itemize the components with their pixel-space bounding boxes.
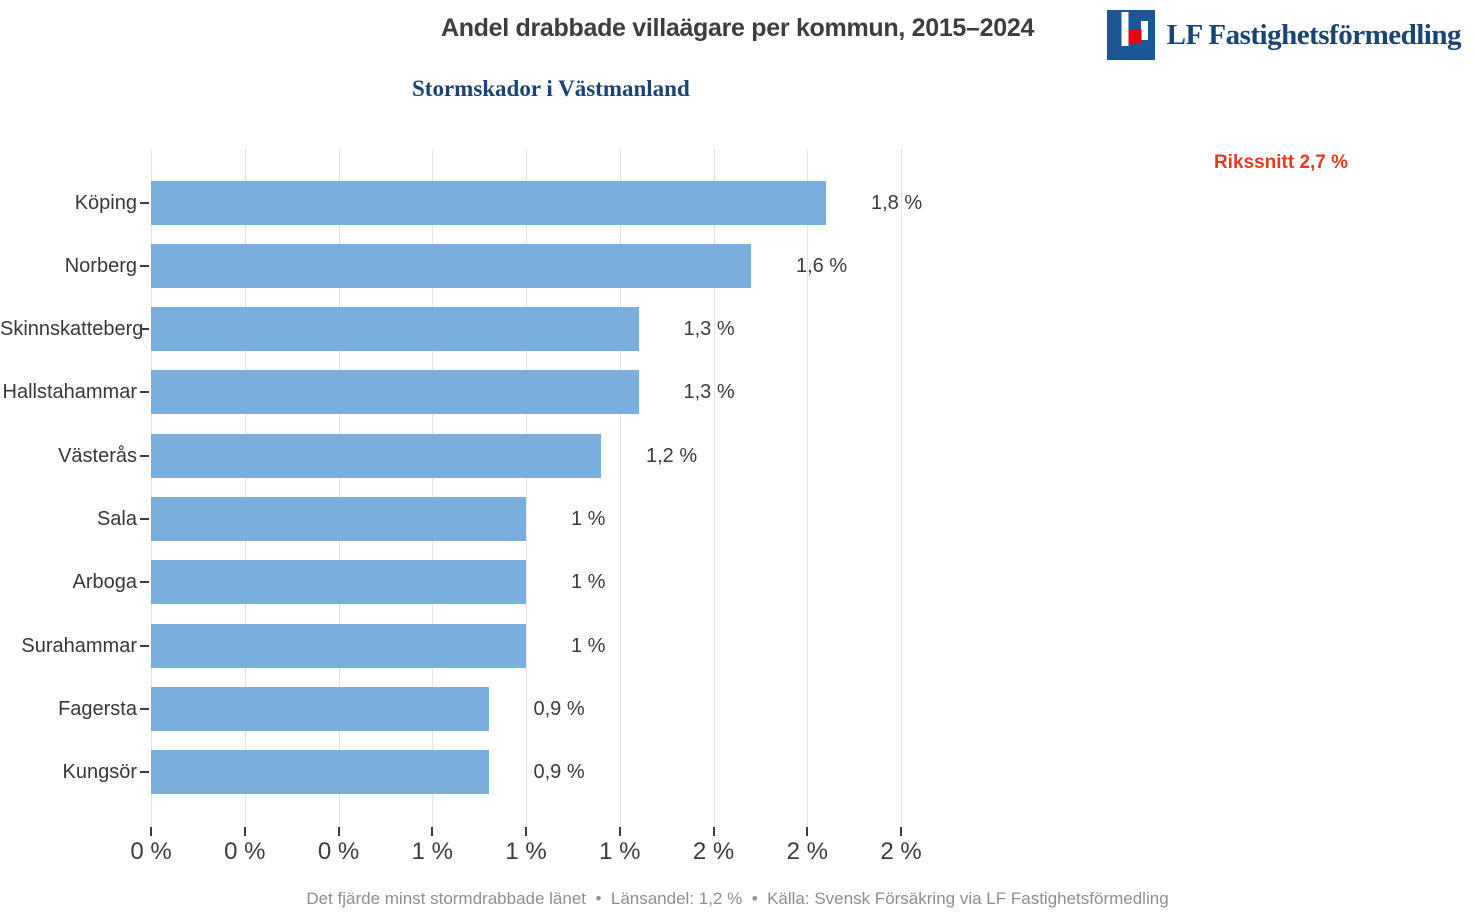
y-axis-label: Surahammar: [21, 634, 137, 657]
chart-subtitle: Stormskador i Västmanland: [412, 76, 690, 101]
y-axis-label: Arboga: [72, 571, 138, 594]
y-tick-mark: [140, 771, 149, 774]
y-tick-mark: [140, 264, 149, 267]
y-tick-mark: [140, 391, 149, 394]
bar-value-label: 1,2 %: [646, 444, 698, 467]
gridline: [151, 149, 152, 827]
y-axis-label: Skinnskatteberg: [0, 318, 144, 341]
gridline: [713, 149, 715, 827]
x-tick-label: 1 %: [505, 838, 547, 865]
x-tick-label: 2 %: [692, 838, 735, 865]
bar: [151, 623, 526, 668]
x-tick-label: 0 %: [130, 838, 172, 865]
y-tick-mark: [140, 201, 149, 204]
x-tick-label: 2 %: [880, 838, 922, 865]
bar: [151, 433, 601, 478]
bar: [151, 497, 526, 541]
y-tick-mark: [140, 581, 149, 584]
y-axis-label: Hallstahammar: [2, 381, 137, 404]
gridline: [619, 149, 621, 827]
x-tick-label: 0 %: [224, 838, 266, 865]
gridline: [901, 149, 902, 827]
lf-logo-icon: [1106, 10, 1155, 60]
x-tick-mark: [337, 827, 340, 836]
bar: [151, 560, 526, 605]
x-tick-label: 0 %: [317, 838, 360, 865]
bar: [151, 243, 751, 288]
x-tick-mark: [712, 827, 715, 836]
y-axis-label: Västerås: [58, 444, 137, 467]
lf-logo: LF Fastighetsförmedling: [1106, 10, 1462, 60]
bar-value-label: 1 %: [571, 508, 606, 530]
y-tick-mark: [140, 707, 149, 710]
x-tick-mark: [525, 827, 527, 836]
y-axis-label: Fagersta: [58, 697, 137, 720]
x-tick-mark: [150, 827, 152, 836]
x-tick-mark: [243, 827, 246, 836]
x-tick-mark: [900, 827, 902, 836]
plot-area: [151, 149, 902, 827]
bar-value-label: 1,6 %: [796, 254, 848, 277]
gridline: [807, 149, 809, 827]
y-tick-mark: [140, 454, 149, 457]
bar-value-label: 1,3 %: [683, 318, 735, 341]
y-axis-label: Köping: [74, 191, 137, 214]
y-tick-mark: [140, 644, 149, 647]
y-tick-mark: [140, 328, 149, 331]
y-axis-label: Norberg: [64, 254, 137, 277]
bar: [151, 370, 639, 415]
bar-value-label: 1,3 %: [683, 381, 735, 404]
y-axis-label: Sala: [96, 508, 137, 530]
y-tick-mark: [140, 518, 149, 520]
footer-caption: Det fjärde minst stormdrabbade länet • L…: [306, 889, 1169, 908]
x-tick-mark: [431, 827, 434, 836]
bar-value-label: 1 %: [571, 571, 606, 594]
x-tick-mark: [618, 827, 621, 836]
bar-value-label: 0,9 %: [533, 761, 585, 784]
x-tick-label: 1 %: [411, 838, 453, 865]
national-average-annotation: Rikssnitt 2,7 %: [1213, 152, 1349, 173]
bar: [151, 750, 489, 795]
gridline: [432, 149, 434, 827]
gridline: [244, 149, 246, 827]
chart-title: Andel drabbade villaägare per kommun, 20…: [440, 14, 1035, 42]
x-tick-label: 2 %: [786, 838, 828, 865]
bar: [151, 307, 639, 352]
gridline: [338, 149, 340, 827]
bar: [151, 686, 489, 731]
bar-value-label: 0,9 %: [533, 697, 585, 720]
bar-value-label: 1 %: [571, 634, 606, 657]
x-tick-label: 1 %: [599, 838, 641, 865]
bar-value-label: 1,8 %: [871, 191, 923, 214]
x-tick-mark: [806, 827, 809, 836]
lf-logo-text: LF Fastighetsförmedling: [1166, 18, 1462, 51]
bar: [151, 180, 826, 225]
gridline: [526, 149, 527, 827]
y-axis-label: Kungsör: [62, 761, 138, 784]
